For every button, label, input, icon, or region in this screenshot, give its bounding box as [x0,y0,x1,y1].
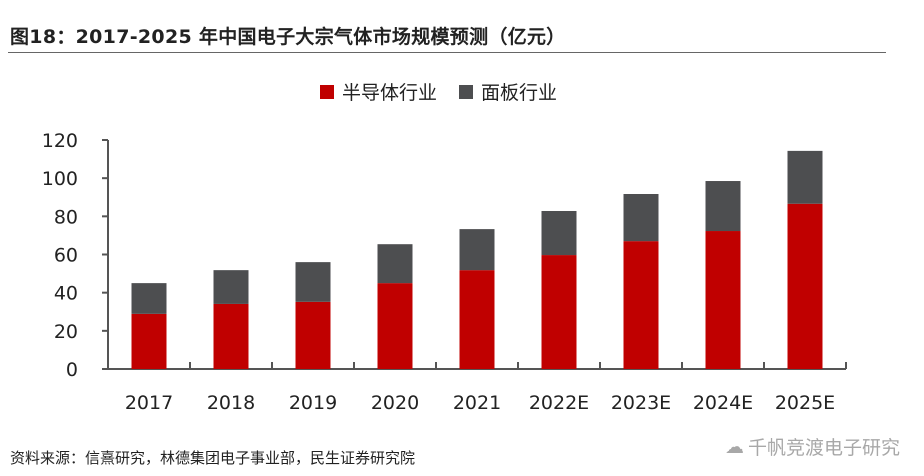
watermark-text: 千帆竞渡电子研究 [747,437,900,459]
x-tick-label: 2022E [529,392,589,414]
legend-item-semiconductor: 半导体行业 [320,78,437,105]
x-tick-label: 2019 [289,392,337,414]
legend-item-panel: 面板行业 [459,78,557,105]
bar-panel [213,270,249,304]
x-tick-label: 2020 [371,392,419,414]
y-tick-label: 100 [42,168,78,190]
x-tick-label: 2025E [775,392,835,414]
bar-semiconductor [295,301,331,369]
bar-semiconductor [623,241,659,369]
bar-panel [131,283,167,314]
bar-semiconductor [541,255,577,369]
bar-semiconductor [131,313,167,369]
x-tick-label: 2021 [453,392,501,414]
source-note: 资料来源：信熹研究，林德集团电子事业部，民生证券研究院 [10,449,416,467]
bar-semiconductor [787,203,823,369]
y-tick-label: 20 [54,321,78,343]
y-tick-label: 60 [54,245,78,267]
x-tick-label: 2024E [693,392,753,414]
x-tick-label: 2017 [125,392,173,414]
watermark: ☁ 千帆竞渡电子研究 [725,433,900,460]
bar-panel [295,262,331,302]
legend-swatch-semiconductor [320,84,334,99]
legend-label-semiconductor: 半导体行业 [342,82,438,104]
x-tick-label: 2018 [207,392,255,414]
y-tick-label: 0 [66,359,78,381]
y-tick-label: 40 [54,283,78,305]
bar-semiconductor [377,283,413,369]
legend: 半导体行业 面板行业 [320,78,557,105]
y-tick-label: 80 [54,206,78,228]
bar-panel [787,150,823,204]
bar-panel [623,194,659,242]
bar-semiconductor [213,303,249,369]
wechat-icon: ☁ [724,435,744,458]
legend-swatch-panel [459,84,474,99]
bar-panel [541,210,577,256]
bar-semiconductor [459,270,495,369]
bar-panel [705,181,741,232]
title-divider [8,52,886,53]
x-tick-label: 2023E [611,392,671,414]
bar-semiconductor [705,231,741,369]
legend-label-panel: 面板行业 [481,82,558,104]
bar-panel [459,229,495,271]
chart-title: 图18：2017-2025 年中国电子大宗气体市场规模预测（亿元） [10,26,566,48]
bar-panel [377,244,413,284]
y-tick-label: 120 [42,130,78,152]
